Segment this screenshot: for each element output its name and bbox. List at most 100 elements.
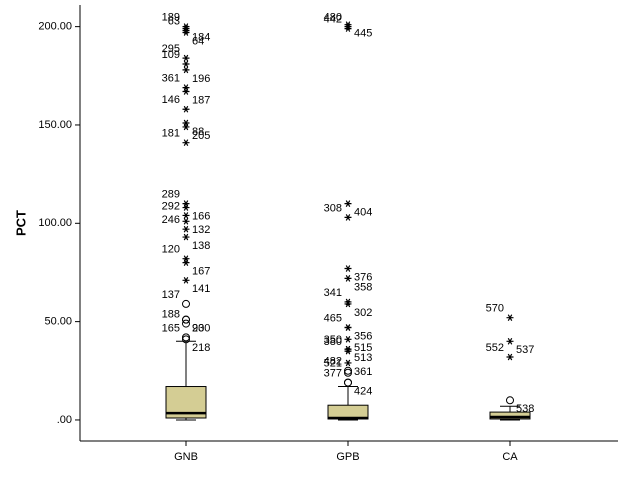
point-label: 132 [192,224,210,236]
extreme-point [182,212,190,219]
point-label: 93 [192,323,204,335]
point-label: 289 [162,189,180,201]
point-label: 480 [324,12,342,24]
point-label: 292 [162,200,180,212]
point-label: 184 [192,32,210,44]
point-label: 552 [486,342,504,354]
point-label: 246 [162,214,180,226]
point-label: 361 [162,73,180,85]
point-label: 356 [354,330,372,342]
point-label: 445 [354,28,372,40]
point-label: 442 [324,14,342,26]
extreme-point [344,214,352,221]
extreme-point [182,276,190,284]
x-tick-label: CA [502,451,518,463]
outlier-point [344,378,352,387]
point-label: 146 [162,94,180,106]
extreme-point [182,105,190,113]
y-tick-label: 50.00 [44,316,72,328]
point-label: 376 [354,271,372,283]
extreme-point [182,29,190,36]
point-label: 295 [162,43,180,55]
x-tick-label: GPB [336,451,359,463]
point-label: 308 [324,202,342,214]
point-label: 138 [192,240,210,252]
point-label: 120 [162,244,180,256]
extreme-point [182,139,190,146]
point-label: 538 [516,403,534,415]
point-label: 88 [192,126,204,138]
extreme-point [182,255,190,263]
extreme-point [182,259,190,266]
y-tick-label: 100.00 [38,217,72,229]
extreme-point [344,300,352,308]
point-label: 513 [354,352,372,364]
point-label: 166 [192,210,210,222]
point-label: 482 [324,356,342,368]
point-label: 167 [192,266,210,278]
extreme-point [506,337,514,345]
point-label: 570 [486,303,504,315]
extreme-point [344,265,352,272]
outlier-point [182,335,190,344]
point-label: 358 [354,281,372,293]
extreme-point [182,204,190,211]
extreme-point [344,25,352,32]
extreme-point [344,200,352,207]
outlier-point [182,299,190,308]
extreme-point [182,123,190,131]
point-label: 465 [324,312,342,324]
point-label: 377 [324,367,342,379]
extreme-point [182,66,190,74]
point-label: 165 [162,322,180,334]
point-label: 64 [192,35,204,47]
extreme-point [344,359,352,367]
point-label: 404 [354,207,372,219]
y-tick-label: 200.00 [38,21,72,33]
extreme-point [182,233,190,241]
point-label: 424 [354,385,372,397]
y-tick-label: .00 [57,414,72,426]
point-label: 205 [192,130,210,142]
point-label: 302 [354,307,372,319]
extreme-point [182,200,190,207]
extreme-point [182,225,190,233]
x-tick-label: GNB [174,451,198,463]
extreme-point [182,54,190,62]
outlier-point [182,319,190,328]
point-label: 189 [162,12,180,24]
point-label: 361 [354,366,372,378]
extreme-point [182,88,190,95]
extreme-point [182,84,190,91]
outlier-point [506,396,514,405]
point-label: 181 [162,128,180,140]
extreme-point [344,275,352,282]
extreme-point [344,324,352,331]
point-label: 188 [162,308,180,320]
extreme-point [344,345,352,353]
point-label: 200 [192,323,210,335]
point-label: 187 [192,94,210,106]
point-label: 515 [354,342,372,354]
extreme-point [344,335,352,343]
point-label: 218 [192,342,210,354]
point-label: 350 [324,334,342,346]
point-label: 196 [192,73,210,85]
extreme-point [506,314,514,322]
point-label: 109 [162,49,180,61]
extreme-point [182,60,190,68]
outlier-point [182,333,190,342]
extreme-point [506,353,514,361]
point-label: 380 [324,336,342,348]
y-tick-label: 150.00 [38,119,72,131]
point-label: 137 [162,289,180,301]
outlier-point [344,366,352,375]
extreme-point [182,217,190,225]
point-label: 341 [324,287,342,299]
box [489,411,531,420]
point-label: 63 [168,15,180,27]
point-label: 521 [324,358,342,370]
outlier-point [344,368,352,377]
extreme-point [182,119,190,127]
